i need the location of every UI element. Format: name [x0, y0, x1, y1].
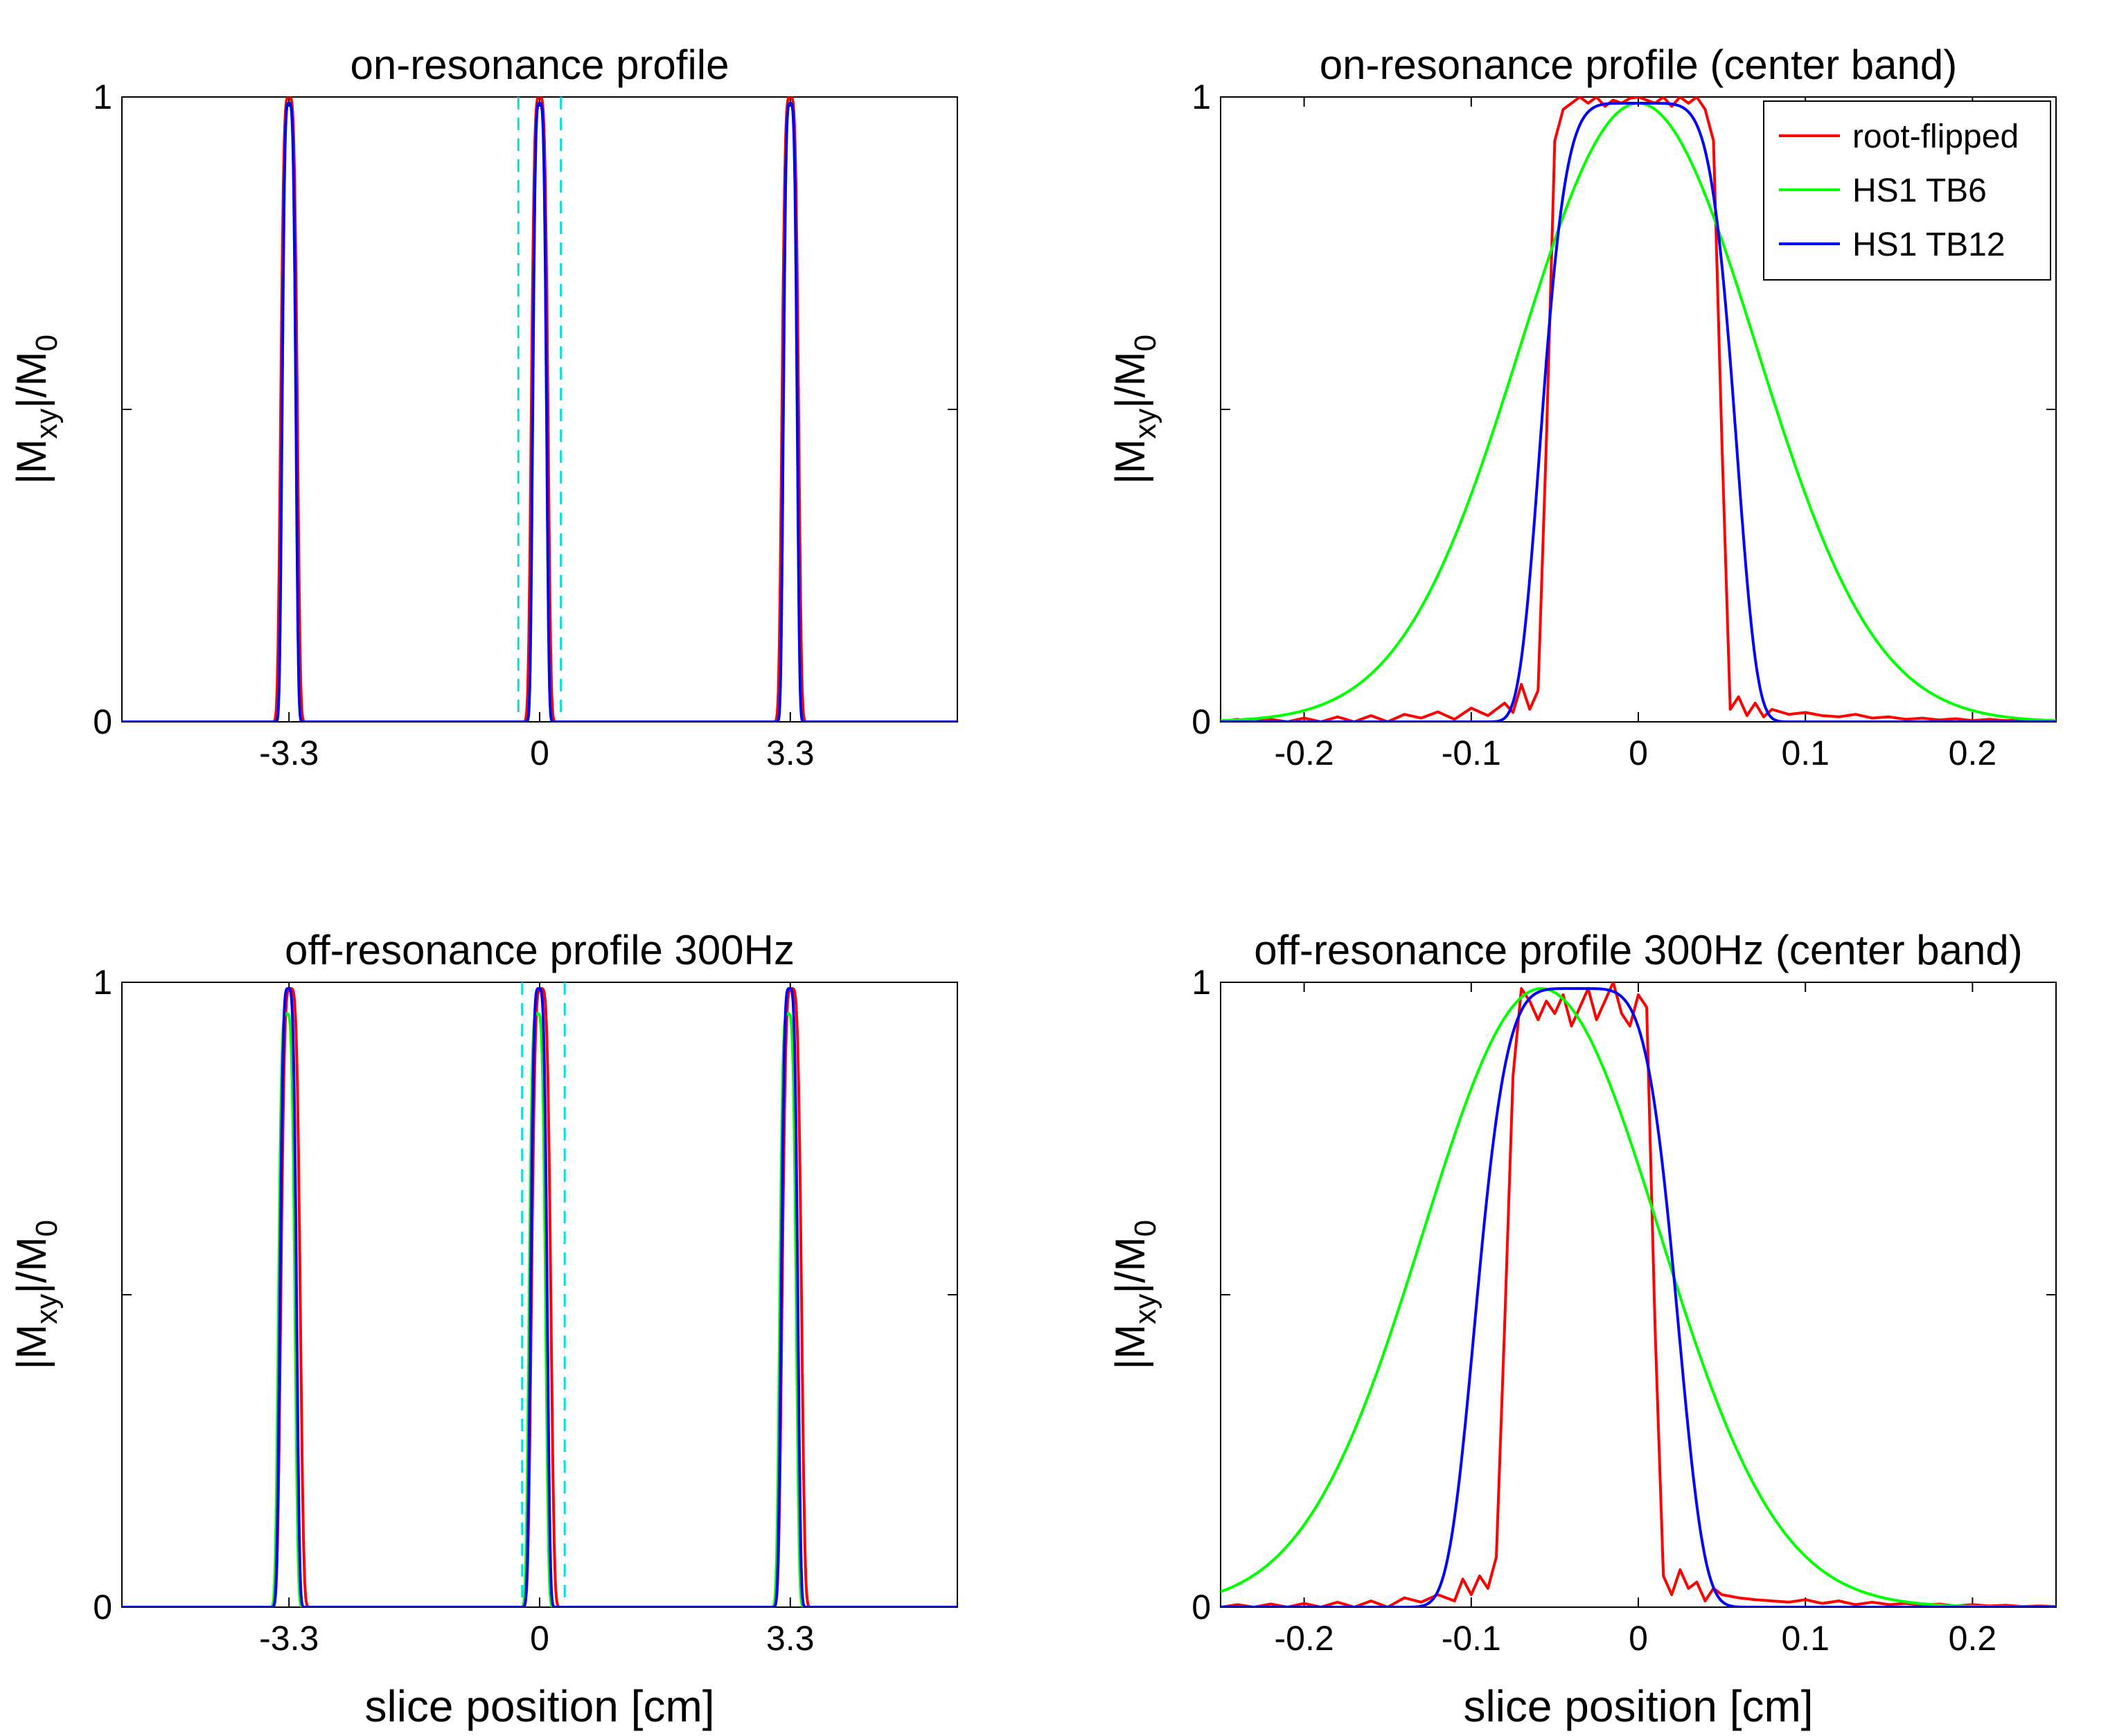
chart-title: on-resonance profile — [350, 42, 729, 88]
x-tick-label: -0.2 — [1275, 1619, 1334, 1658]
y-axis-label: |Mxy|/M0 — [8, 1220, 64, 1370]
chart-panel-2: on-resonance profile (center band) |Mxy|/… — [1107, 42, 2057, 772]
x-tick-label: 0.1 — [1781, 734, 1830, 772]
x-tick-label: -0.1 — [1442, 1619, 1501, 1658]
x-tick-label: -3.3 — [259, 1619, 319, 1658]
y-tick-label: 1 — [93, 78, 112, 116]
y-tick-label: 0 — [1192, 1588, 1211, 1627]
ylabel-subscript: 0 — [1128, 1220, 1162, 1237]
x-axis-label: slice position [cm] — [364, 1681, 714, 1731]
ylabel-subscript: 0 — [30, 335, 64, 351]
ylabel-subscript: xy — [30, 409, 64, 439]
chart-title: off-resonance profile 300Hz (center band… — [1254, 927, 2023, 973]
y-tick-label: 0 — [1192, 702, 1211, 741]
plot-area — [1220, 982, 2057, 1608]
ylabel-part: |/M — [1107, 351, 1153, 408]
ylabel-subscript: xy — [1128, 1294, 1162, 1325]
x-tick-label: -3.3 — [259, 734, 319, 772]
x-tick-label: 0 — [530, 734, 549, 772]
x-tick-label: 0 — [1629, 1619, 1648, 1658]
ylabel-part: |M — [8, 439, 55, 485]
ylabel-part: |/M — [8, 1237, 55, 1293]
ylabel-subscript: 0 — [1128, 335, 1162, 351]
plot-area — [121, 982, 958, 1608]
y-tick-label: 0 — [93, 702, 112, 741]
legend: root-flipped HS1 TB6 HS1 TB12 — [1763, 100, 2051, 281]
x-axis-label: slice position [cm] — [1463, 1681, 1813, 1731]
y-tick-label: 1 — [1192, 78, 1211, 116]
x-tick-label: 3.3 — [766, 1619, 815, 1658]
series-line-root-flipped — [1221, 97, 2056, 722]
x-tick-label: 0.2 — [1949, 1619, 1997, 1658]
x-tick-label: 0 — [1629, 734, 1648, 772]
ylabel-part: |M — [1107, 439, 1153, 485]
y-axis-label: |Mxy|/M0 — [1107, 335, 1162, 484]
series-line-root-flipped — [1221, 982, 2056, 1607]
ylabel-part: |/M — [1107, 1237, 1153, 1293]
ylabel-subscript: xy — [1128, 409, 1162, 439]
ylabel-part: |M — [1107, 1325, 1153, 1370]
series-line-hs1-tb6 — [122, 1012, 957, 1607]
series-group — [122, 97, 957, 722]
series-line-hs1-tb12 — [1221, 102, 2056, 722]
series-group — [1221, 982, 2056, 1607]
series-line-hs1-tb12 — [122, 987, 957, 1607]
series-line-hs1-tb6 — [1221, 987, 2056, 1607]
y-axis-label: |Mxy|/M0 — [8, 335, 64, 484]
y-axis-label: |Mxy|/M0 — [1107, 1220, 1162, 1370]
chart-panel-1: on-resonance profile|Mxy|/M0-3.3 0 3.301 — [8, 42, 958, 772]
y-tick-label: 0 — [93, 1588, 112, 1627]
x-tick-label: -0.1 — [1442, 734, 1501, 772]
series-group — [122, 987, 957, 1607]
legend-label: root-flipped — [1852, 118, 2019, 155]
ylabel-part: |/M — [8, 351, 55, 408]
x-tick-label: 3.3 — [766, 734, 815, 772]
plot-area — [121, 96, 958, 723]
series-line-hs1-tb12 — [122, 102, 957, 722]
x-tick-label: 0 — [530, 1619, 549, 1658]
y-tick-label: 1 — [1192, 963, 1211, 1002]
chart-panel-3: off-resonance profile 300Hz|Mxy|/M0slice… — [8, 927, 958, 1731]
chart-title: off-resonance profile 300Hz — [285, 927, 795, 973]
ylabel-subscript: 0 — [30, 1220, 64, 1237]
chart-panel-4: off-resonance profile 300Hz (center band… — [1107, 927, 2057, 1731]
y-tick-label: 1 — [93, 963, 112, 1002]
legend-label: HS1 TB6 — [1852, 172, 1987, 209]
x-tick-label: 0.1 — [1781, 1619, 1830, 1658]
x-tick-label: -0.2 — [1275, 734, 1334, 772]
series-group — [1221, 97, 2056, 722]
legend-label: HS1 TB12 — [1852, 227, 2005, 263]
ylabel-subscript: xy — [30, 1294, 64, 1325]
ylabel-part: |M — [8, 1325, 55, 1370]
chart-title: on-resonance profile (center band) — [1320, 42, 1958, 88]
x-tick-label: 0.2 — [1949, 734, 1997, 772]
series-line-hs1-tb12 — [1221, 987, 2056, 1607]
